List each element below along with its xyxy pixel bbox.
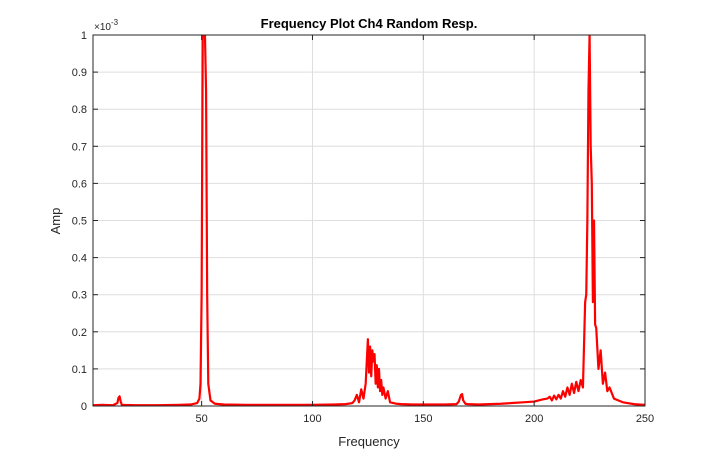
grid xyxy=(93,34,646,407)
y-tick-label-0: 0 xyxy=(81,401,87,413)
y-tick-label-5: 0.5 xyxy=(72,216,87,228)
x-tick-label-0: 50 xyxy=(196,413,208,425)
series-layer xyxy=(93,35,645,406)
y-tick-label-6: 0.6 xyxy=(72,178,87,190)
x-tick-label-4: 250 xyxy=(636,413,654,425)
y-tick-label-7: 0.7 xyxy=(72,141,87,153)
chart-title: Frequency Plot Ch4 Random Resp. xyxy=(261,16,478,31)
y-tick-label-8: 0.8 xyxy=(72,104,87,116)
x-tick-label-3: 200 xyxy=(525,413,543,425)
y-exponent-label: ×10-3 xyxy=(94,18,119,33)
y-tick-label-10: 1 xyxy=(81,30,87,42)
y-tick-label-9: 0.9 xyxy=(72,67,87,79)
x-tick-label-1: 100 xyxy=(303,413,321,425)
x-tick-label-2: 150 xyxy=(414,413,432,425)
axes: 50 100 150 200 250 0 0.1 0.2 0.3 0.4 0.5 0.6 0.7 0.8 0… xyxy=(72,30,654,425)
y-tick-label-2: 0.2 xyxy=(72,327,87,339)
x-axis-label: Frequency xyxy=(338,434,400,449)
y-tick-label-1: 0.1 xyxy=(72,364,87,376)
series-line-0 xyxy=(93,35,645,406)
y-exponent-power: -3 xyxy=(111,18,119,27)
y-tick-label-4: 0.4 xyxy=(72,253,87,265)
y-axis-label: Amp xyxy=(48,208,63,235)
y-tick-label-3: 0.3 xyxy=(72,290,87,302)
y-exponent-base: ×10 xyxy=(94,22,111,33)
